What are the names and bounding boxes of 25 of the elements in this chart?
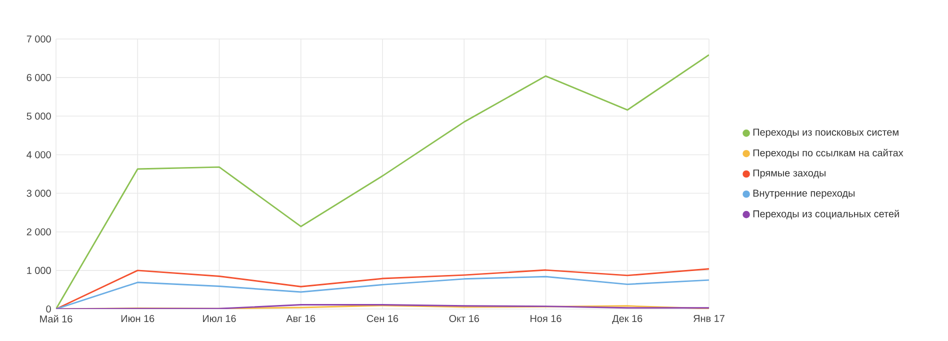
y-tick-label: 2 000 — [26, 228, 51, 236]
x-tick-label: Май 16 — [40, 315, 72, 323]
x-tick-label: Ноя 16 — [530, 315, 562, 322]
y-tick-label: 1 000 — [27, 266, 51, 274]
legend-label: Переходы из социальных сетей — [753, 210, 899, 220]
legend-label: Прямые заходы — [753, 170, 826, 178]
line-series — [56, 276, 709, 309]
x-tick-label: Дек 16 — [612, 315, 642, 324]
y-tick-label: 6 000 — [26, 74, 51, 82]
legend-label: Переходы по ссылкам на сайтах — [753, 148, 904, 158]
x-tick-label: Авг 16 — [286, 315, 316, 322]
legend-label: Внутренние переходы — [753, 190, 854, 199]
x-tick-label: Июл 16 — [203, 315, 236, 322]
legend-label: Переходы из поисковых систем — [753, 128, 898, 138]
line-series — [56, 54, 709, 309]
x-tick-label: Окт 16 — [449, 315, 480, 322]
y-tick-label: 0 — [46, 305, 51, 313]
x-tick-label: Июн 16 — [121, 315, 154, 322]
y-tick-label: 4 000 — [26, 151, 51, 158]
x-tick-label: Сен 16 — [366, 315, 398, 322]
y-tick-label: 7 000 — [26, 35, 51, 43]
y-tick-label: 5 000 — [26, 112, 51, 120]
line-series — [56, 268, 709, 309]
x-tick-label: Янв 17 — [694, 315, 724, 322]
y-tick-label: 3 000 — [26, 190, 51, 197]
